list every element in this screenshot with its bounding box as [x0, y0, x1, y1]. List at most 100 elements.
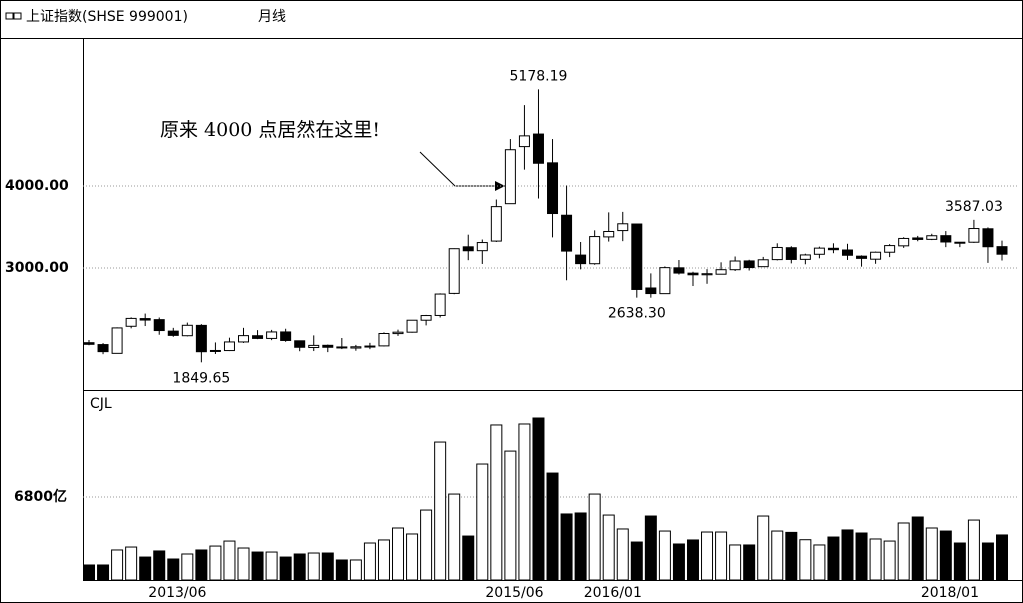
volume-bar	[153, 550, 166, 581]
volume-bar	[125, 546, 138, 581]
candle-body	[504, 149, 516, 205]
candle-body	[97, 344, 109, 353]
candle-body	[167, 330, 179, 336]
volume-title: CJL	[90, 396, 112, 412]
y-tick-label: 3000.00	[5, 260, 69, 276]
chart-title: 上证指数(SHSE 999001)	[26, 9, 188, 25]
candle-body	[589, 236, 601, 265]
volume-bar	[420, 509, 433, 581]
candle-body	[476, 242, 488, 252]
volume-bar	[588, 493, 601, 581]
volume-bar	[841, 529, 854, 581]
candle-body	[673, 267, 685, 274]
candle-body	[813, 247, 825, 255]
candle-body	[308, 344, 320, 349]
volume-bar	[686, 539, 699, 581]
candle-body	[252, 335, 264, 339]
candle-body	[434, 293, 446, 316]
candle-body	[518, 135, 530, 148]
candle-body	[532, 133, 544, 164]
volume-bar	[251, 551, 264, 581]
volume-bar	[293, 553, 306, 581]
x-tick-label: 2018/01	[921, 585, 979, 601]
candle-body	[912, 237, 924, 240]
volume-bar	[869, 538, 882, 581]
volume-bar	[111, 549, 124, 581]
volume-bar	[701, 531, 714, 581]
volume-bar	[785, 531, 798, 581]
candle-body	[940, 235, 952, 243]
candle-body	[968, 228, 980, 243]
candle-body	[631, 223, 643, 290]
candle-body	[139, 318, 151, 321]
volume-bar	[237, 547, 250, 581]
candle-body	[448, 248, 460, 294]
icon	[13, 12, 22, 20]
candle-body	[238, 335, 250, 343]
candle-body	[954, 241, 966, 244]
candle-body	[490, 206, 502, 242]
volume-bar	[279, 556, 292, 581]
candle-body	[701, 273, 713, 276]
candle-body	[926, 235, 938, 240]
volume-bar	[97, 564, 110, 581]
candle-body	[266, 331, 278, 339]
volume-bar	[504, 450, 517, 581]
y-tick-label: 4000.00	[5, 178, 69, 194]
volume-bar	[729, 544, 742, 581]
volume-bar	[139, 556, 152, 581]
volume-bar	[518, 423, 531, 581]
candle-body	[575, 254, 587, 265]
volume-bar	[827, 536, 840, 581]
extreme-label: 1849.65	[172, 370, 230, 386]
candle-body	[870, 251, 882, 260]
volume-bar	[167, 558, 180, 581]
candle-body	[364, 345, 376, 348]
candle-body	[209, 349, 221, 352]
volume-bar	[925, 527, 938, 581]
volume-bar	[532, 417, 545, 581]
candle-body	[687, 272, 699, 276]
candle-body	[603, 230, 615, 238]
candle-body	[280, 331, 292, 341]
volume-bar	[434, 441, 447, 581]
volume-bar	[953, 542, 966, 581]
candle-body	[785, 247, 797, 260]
x-tick-label: 2015/06	[485, 585, 543, 601]
volume-bar	[672, 543, 685, 581]
candle-body	[195, 324, 207, 353]
volume-bar	[757, 515, 770, 581]
candle-body	[884, 245, 896, 253]
candle-body	[125, 317, 137, 327]
volume-bar	[630, 541, 643, 581]
volume-bar	[799, 539, 812, 581]
candle-body	[181, 324, 193, 337]
candle-body	[336, 346, 348, 349]
volume-bar	[209, 545, 222, 581]
volume-bar	[335, 559, 348, 581]
volume-bar	[602, 514, 615, 581]
volume-bar	[83, 564, 95, 581]
volume-bar	[658, 530, 671, 581]
candle-body	[392, 331, 404, 335]
volume-bar	[897, 522, 910, 581]
volume-bar	[448, 493, 461, 581]
candle-body	[153, 319, 165, 332]
volume-bar	[813, 544, 826, 581]
volume-bar	[490, 424, 503, 581]
candle-body	[420, 315, 432, 321]
volume-bar	[644, 515, 657, 581]
candle-body	[223, 341, 235, 352]
volume-bar	[321, 552, 334, 581]
candle-body	[378, 332, 390, 347]
candle-body	[729, 260, 741, 271]
volume-bar	[307, 552, 320, 581]
candle-body	[547, 162, 559, 215]
volume-bar	[181, 553, 194, 581]
volume-bar	[967, 519, 980, 581]
volume-bar	[476, 463, 489, 581]
volume-bar	[363, 542, 376, 581]
candle-body	[111, 327, 123, 354]
volume-bar	[560, 513, 573, 581]
